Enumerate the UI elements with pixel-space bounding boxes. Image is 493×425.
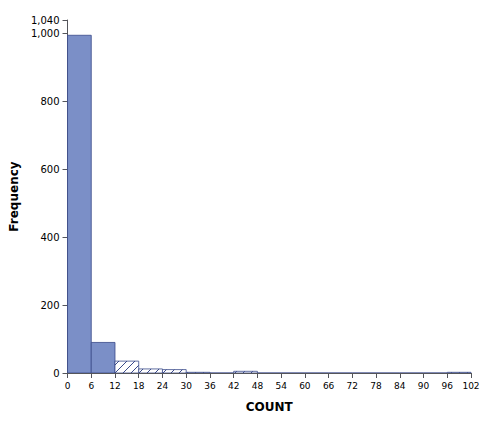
svg-text:72: 72 (347, 381, 358, 391)
svg-text:Frequency: Frequency (7, 161, 21, 231)
svg-text:90: 90 (418, 381, 430, 391)
svg-text:0: 0 (65, 381, 71, 391)
svg-text:66: 66 (323, 381, 335, 391)
svg-text:18: 18 (133, 381, 145, 391)
svg-text:800: 800 (40, 96, 59, 107)
svg-text:0: 0 (53, 368, 59, 379)
svg-text:1,040: 1,040 (31, 15, 60, 26)
svg-text:12: 12 (109, 381, 120, 391)
svg-text:36: 36 (204, 381, 216, 391)
svg-text:84: 84 (394, 381, 406, 391)
svg-text:200: 200 (40, 300, 59, 311)
svg-text:6: 6 (88, 381, 94, 391)
svg-text:54: 54 (275, 381, 287, 391)
svg-text:600: 600 (40, 164, 59, 175)
svg-text:78: 78 (370, 381, 382, 391)
svg-text:48: 48 (252, 381, 264, 391)
svg-text:COUNT: COUNT (246, 400, 294, 414)
svg-text:42: 42 (228, 381, 239, 391)
svg-text:400: 400 (40, 232, 59, 243)
svg-text:96: 96 (442, 381, 454, 391)
svg-text:1,000: 1,000 (31, 28, 60, 39)
svg-text:60: 60 (299, 381, 311, 391)
svg-text:30: 30 (180, 381, 192, 391)
svg-text:24: 24 (157, 381, 169, 391)
svg-text:102: 102 (462, 381, 479, 391)
